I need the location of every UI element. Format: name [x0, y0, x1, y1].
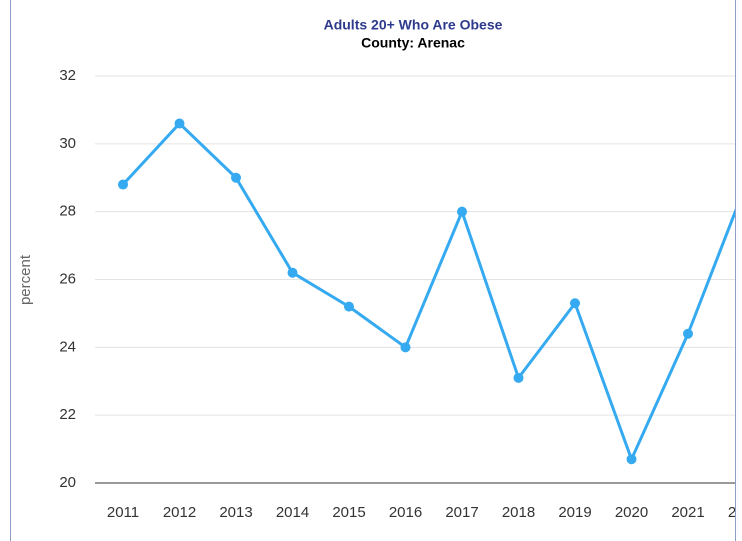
point: [683, 328, 693, 339]
x-tick-label: 2018: [502, 504, 535, 521]
x-tick-label: 2011: [107, 504, 139, 521]
x-tick-label: 2020: [615, 504, 648, 521]
y-tick-label: 24: [59, 338, 76, 355]
x-tick-label: 2021: [671, 504, 704, 521]
chart-title: Adults 20+ Who Are Obese: [324, 17, 503, 33]
chart-subtitle: County: Arenac: [361, 35, 465, 51]
x-tick-label: 2013: [219, 504, 252, 521]
point: [118, 179, 128, 190]
x-tick-label: 2015: [332, 504, 365, 521]
x-tick-label: 2019: [558, 504, 591, 521]
y-tick-label: 20: [59, 474, 76, 491]
x-tick-label: 2014: [276, 504, 309, 521]
y-tick-label: 22: [59, 406, 76, 423]
x-tick-label: 2012: [163, 504, 196, 521]
y-tick-label: 32: [59, 67, 76, 84]
point: [513, 372, 524, 383]
point: [400, 342, 411, 353]
x-tick-label: 2016: [389, 504, 422, 521]
y-tick-label: 28: [59, 203, 76, 220]
point: [287, 267, 298, 278]
point: [570, 298, 580, 309]
line: [121, 121, 735, 461]
point: [626, 454, 637, 465]
point: [457, 206, 467, 217]
x-tick-label: 2017: [445, 504, 478, 521]
y-tick-label: 30: [59, 135, 76, 152]
y-axis-label: percent: [17, 254, 34, 305]
point: [231, 172, 241, 183]
point: [344, 301, 354, 312]
y-tick-label: 26: [59, 270, 76, 287]
point: [174, 118, 185, 129]
